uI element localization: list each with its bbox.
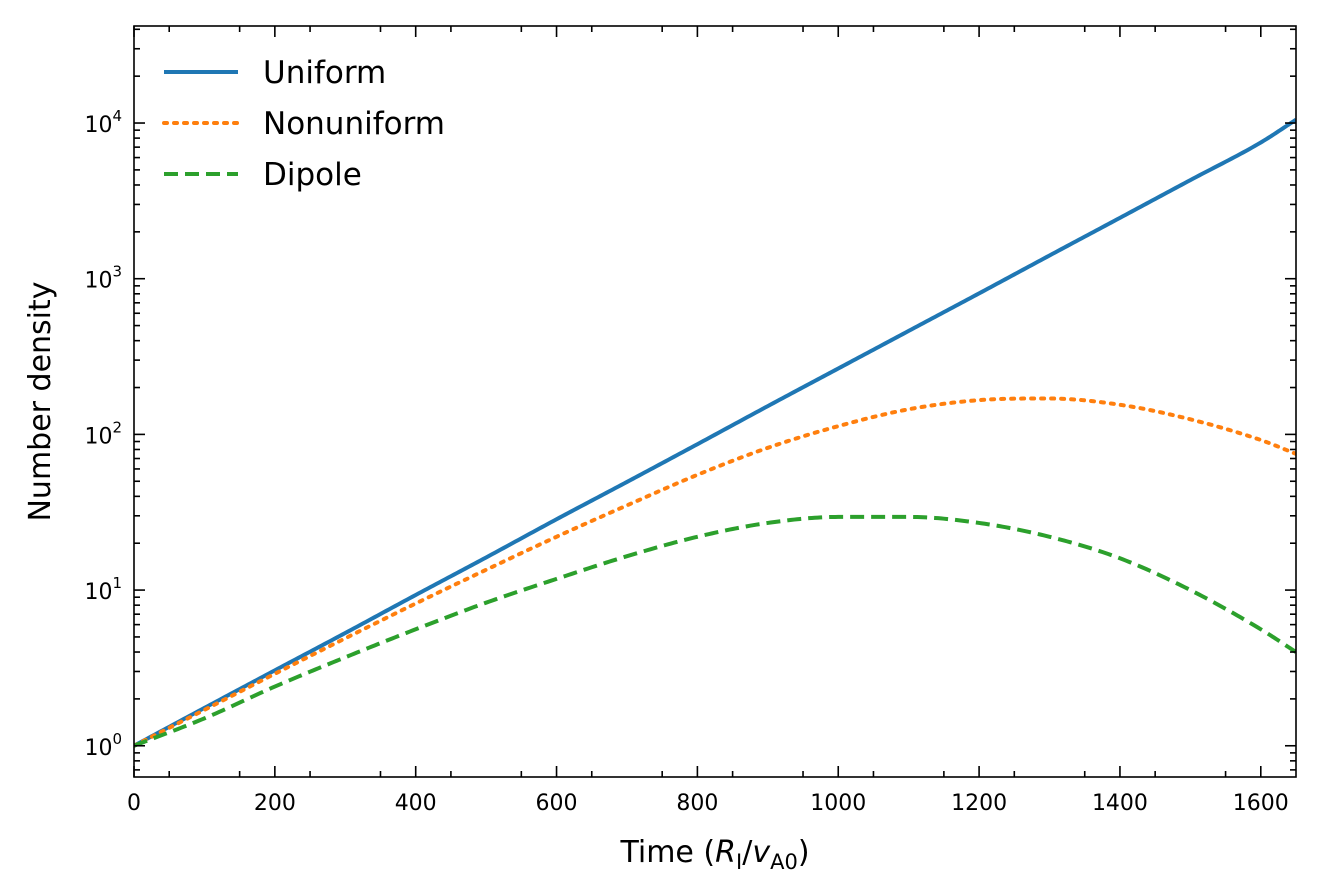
x-axis-label-v: v <box>752 835 771 870</box>
x-tick-label: 400 <box>395 791 437 816</box>
x-tick-label: 0 <box>127 791 141 816</box>
x-tick-label: 1600 <box>1233 791 1289 816</box>
x-tick-label: 200 <box>254 791 296 816</box>
legend-label-uniform: Uniform <box>263 55 386 91</box>
y-tick-label: 104 <box>84 107 122 138</box>
x-axis-label-r: R <box>715 835 736 870</box>
x-axis-label-slash: / <box>742 835 753 870</box>
y-axis-label: Number density <box>23 281 58 521</box>
axis-ticks: 0 200 400 600 800 1000 1200 1400 1600 100 101 102 10… <box>84 26 1296 816</box>
legend: Uniform Nonuniform Dipole <box>162 55 445 193</box>
x-axis-label-suffix: ) <box>798 835 810 870</box>
x-tick-label: 1200 <box>951 791 1007 816</box>
x-tick-label: 800 <box>676 791 718 816</box>
y-tick-label: 101 <box>84 574 122 605</box>
x-tick-label: 600 <box>536 791 578 816</box>
x-tick-label: 1000 <box>810 791 866 816</box>
x-axis-label: Time (RI/vA0) <box>619 835 809 874</box>
y-tick-label: 100 <box>84 730 122 761</box>
series-line-nonuniform <box>134 396 1296 748</box>
legend-label-nonuniform: Nonuniform <box>263 106 445 142</box>
plot-area <box>134 118 1296 748</box>
series-line-dipole <box>134 514 1296 748</box>
x-axis-label-v-sub: A0 <box>770 850 798 874</box>
x-tick-label: 1400 <box>1092 791 1148 816</box>
x-axis-label-prefix: Time ( <box>619 835 715 870</box>
y-tick-label: 102 <box>84 418 122 449</box>
x-axis-label-r-sub: I <box>736 850 742 874</box>
axes-frame <box>133 25 1297 778</box>
y-tick-label: 103 <box>84 263 122 294</box>
series-line-uniform <box>134 118 1296 748</box>
legend-label-dipole: Dipole <box>263 157 362 193</box>
